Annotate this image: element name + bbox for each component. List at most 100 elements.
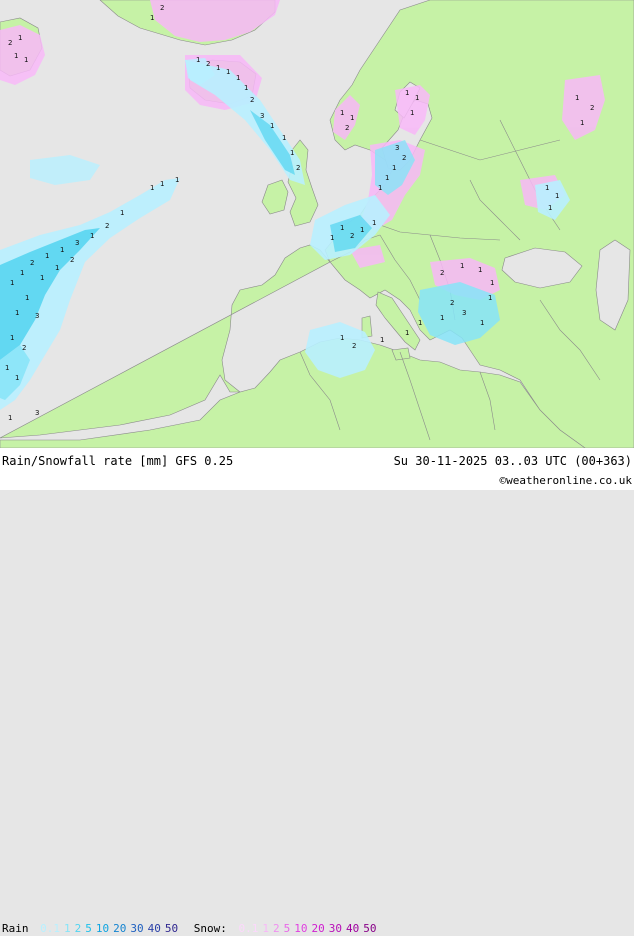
intensity-mark: 2 xyxy=(296,164,300,172)
intensity-mark: 1 xyxy=(226,68,230,76)
snow-legend-level-6: 30 xyxy=(328,922,342,935)
intensity-mark: 1 xyxy=(488,294,492,302)
rain-legend-level-5: 20 xyxy=(113,922,127,935)
intensity-mark: 1 xyxy=(580,119,584,127)
rain-legend-level-0: 0.1 xyxy=(40,922,60,935)
rain-mediterranean xyxy=(305,322,375,378)
intensity-mark: 2 xyxy=(345,124,349,132)
intensity-mark: 1 xyxy=(545,184,549,192)
black-sea xyxy=(501,247,583,289)
intensity-mark: 1 xyxy=(360,226,364,234)
rain-legend-level-2: 2 xyxy=(74,922,82,935)
ireland xyxy=(261,179,289,215)
intensity-mark: 1 xyxy=(175,176,179,184)
intensity-mark: 3 xyxy=(75,239,79,247)
intensity-mark: 1 xyxy=(244,84,248,92)
intensity-mark: 2 xyxy=(350,232,354,240)
intensity-mark: 1 xyxy=(160,180,164,188)
intensity-mark: 1 xyxy=(418,319,422,327)
rain-atlantic-west xyxy=(30,155,100,185)
intensity-mark: 1 xyxy=(548,204,552,212)
intensity-mark: 1 xyxy=(410,109,414,117)
snow-sweden-finland xyxy=(395,85,430,135)
snow-russia xyxy=(562,75,605,140)
rain-central-europe xyxy=(330,215,372,252)
intensity-mark: 1 xyxy=(460,262,464,270)
intensity-mark: 1 xyxy=(14,52,18,60)
intensity-mark: 1 xyxy=(330,234,334,242)
rain-legend-level-6: 30 xyxy=(130,922,144,935)
rain-legend-level-4: 10 xyxy=(95,922,110,935)
intensity-mark: 1 xyxy=(385,174,389,182)
intensity-mark: 1 xyxy=(236,74,240,82)
rain-black-sea-west xyxy=(535,180,570,220)
intensity-mark: 2 xyxy=(590,104,594,112)
snow-legend-label: Snow: xyxy=(193,922,227,935)
intensity-mark: 1 xyxy=(270,122,274,130)
intensity-mark: 1 xyxy=(392,164,396,172)
map-title: Rain/Snowfall rate [mm] GFS 0.25 xyxy=(2,454,234,468)
intensity-mark: 1 xyxy=(150,14,154,22)
intensity-mark: 1 xyxy=(575,94,579,102)
intensity-mark: 1 xyxy=(350,114,354,122)
snow-legend-levels: 0.1 1 2 5 10 20 30 40 50 xyxy=(239,922,381,935)
snow-legend-level-5: 20 xyxy=(311,922,325,935)
intensity-mark: 2 xyxy=(105,222,109,230)
intensity-mark: 1 xyxy=(5,364,9,372)
snow-legend-level-8: 50 xyxy=(363,922,377,935)
intensity-mark: 1 xyxy=(15,309,19,317)
rain-legend-level-1: 1 xyxy=(64,922,71,935)
intensity-mark: 2 xyxy=(250,96,254,104)
rain-baltic xyxy=(375,140,415,195)
intensity-mark: 1 xyxy=(8,414,12,422)
intensity-mark: 1 xyxy=(340,334,344,342)
intensity-mark: 2 xyxy=(440,269,444,277)
intensity-mark: 1 xyxy=(372,219,376,227)
intensity-mark: 1 xyxy=(282,134,286,142)
rain-atlantic-south xyxy=(0,345,30,400)
intensity-mark: 2 xyxy=(352,342,356,350)
rain-atlantic-band xyxy=(0,178,180,410)
intensity-mark: 1 xyxy=(55,264,59,272)
intensity-mark: 1 xyxy=(10,279,14,287)
rain-areas xyxy=(0,58,570,410)
intensity-mark: 1 xyxy=(45,252,49,260)
intensity-mark: 1 xyxy=(340,224,344,232)
intensity-mark: 1 xyxy=(18,34,22,42)
intensity-mark: 3 xyxy=(462,309,466,317)
snow-legend-level-4: 10 xyxy=(294,922,308,935)
credit-text: ©weatheronline.co.uk xyxy=(499,474,632,487)
intensity-mark: 1 xyxy=(150,184,154,192)
intensity-mark: 1 xyxy=(90,232,94,240)
rain-atlantic-core xyxy=(0,228,100,360)
rain-legend-level-7: 40 xyxy=(147,922,161,935)
snow-norway xyxy=(333,95,360,140)
rain-norwegian-core xyxy=(250,110,295,175)
intensity-mark: 2 xyxy=(22,344,26,352)
intensity-mark: 1 xyxy=(25,294,29,302)
intensity-mark: 2 xyxy=(8,39,12,47)
snow-legend-level-0: 0.1 xyxy=(238,922,259,935)
rain-greenland-east xyxy=(185,58,215,85)
intensity-mark: 2 xyxy=(402,154,406,162)
legend-row: Rain 0.1 1 2 5 10 20 30 40 50 Snow: 0.1 1 2 5 10 20 30… xyxy=(2,922,386,936)
intensity-mark: 1 xyxy=(24,56,28,64)
intensity-mark: 1 xyxy=(340,109,344,117)
intensity-mark: 1 xyxy=(415,94,419,102)
intensity-mark: 1 xyxy=(60,246,64,254)
snow-greenland-east xyxy=(150,0,280,42)
intensity-mark: 1 xyxy=(378,184,382,192)
valid-time: Su 30-11-2025 03..03 UTC (00+363) xyxy=(393,454,632,468)
snow-legend-level-7: 40 xyxy=(346,922,360,935)
rain-ionian-aegean xyxy=(418,282,500,345)
italy xyxy=(375,291,421,351)
intensity-mark: 1 xyxy=(120,209,124,217)
intensity-mark: 1 xyxy=(480,319,484,327)
intensity-mark: 3 xyxy=(395,144,399,152)
intensity-mark: 1 xyxy=(40,274,44,282)
snow-legend-level-1: 1 xyxy=(262,922,269,935)
intensity-mark: 1 xyxy=(490,279,494,287)
rain-legend-level-3: 5 xyxy=(85,922,92,935)
snow-legend-level-3: 5 xyxy=(283,922,291,935)
